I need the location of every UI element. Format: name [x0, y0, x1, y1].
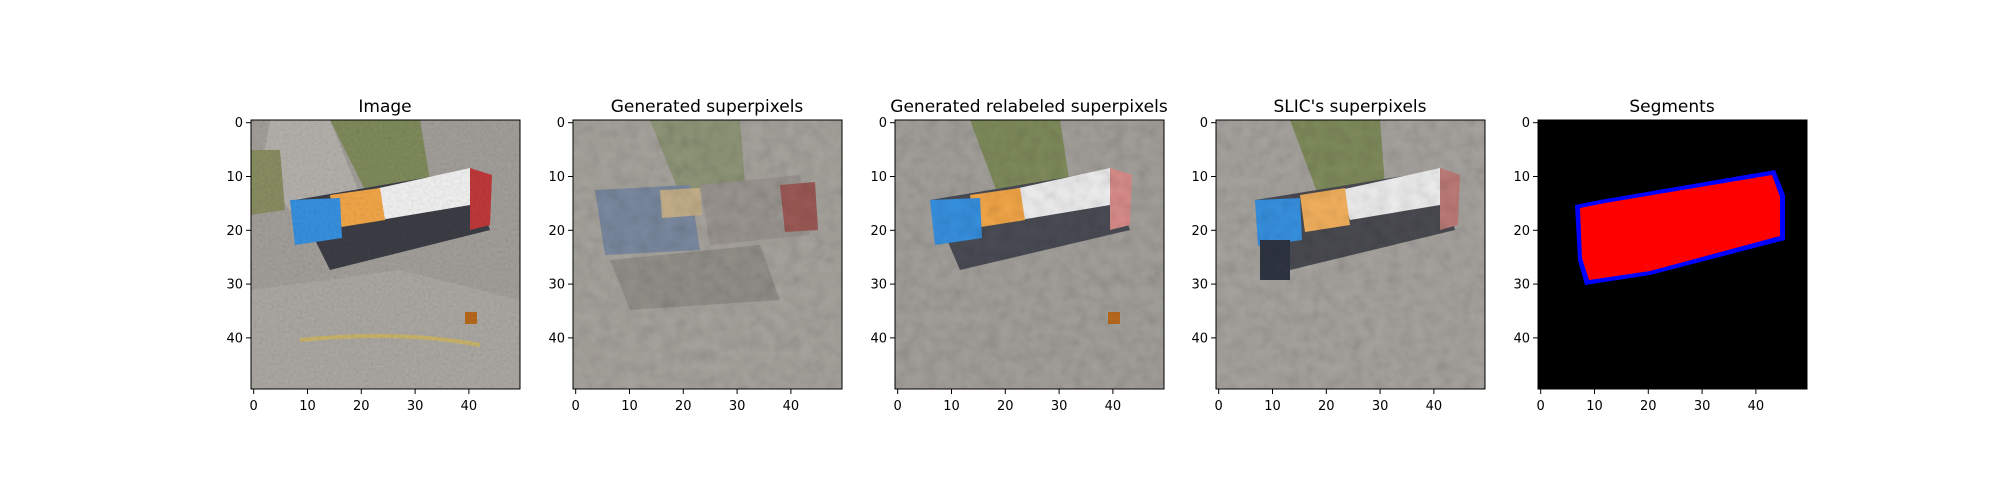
x-tick-label: 30	[1372, 399, 1389, 414]
axes-frame	[894, 119, 1165, 390]
x-tick-label: 30	[729, 399, 746, 414]
axes-frame	[250, 119, 521, 390]
axes-frame	[1215, 119, 1486, 390]
y-tick-label: 20	[226, 224, 243, 239]
truck-white-top	[370, 168, 470, 220]
panel-title: Image	[358, 97, 411, 117]
panel-title: Generated relabeled superpixels	[890, 97, 1168, 117]
panel-segments: Segments	[1538, 97, 1807, 389]
y-tick-label: 0	[879, 116, 887, 131]
x-tick-label: 0	[1215, 399, 1223, 414]
x-tick-label: 10	[1264, 399, 1281, 414]
grass-left-region	[251, 150, 285, 215]
x-tick-label: 10	[621, 399, 638, 414]
y-tick-label: 0	[1522, 116, 1530, 131]
x-tick-label: 20	[675, 399, 692, 414]
y-tick-label: 30	[1191, 278, 1208, 293]
y-tick-label: 20	[870, 224, 887, 239]
panel-slic: SLIC's superpixels	[1216, 97, 1485, 389]
y-tick-label: 30	[1513, 278, 1530, 293]
y-tick-label: 20	[548, 224, 565, 239]
y-tick-label: 40	[1513, 331, 1530, 346]
x-tick-label: 0	[250, 399, 258, 414]
x-tick-label: 0	[572, 399, 580, 414]
panel-title: Generated superpixels	[611, 97, 804, 117]
x-tick-label: 40	[1748, 399, 1765, 414]
y-tick-label: 0	[1200, 116, 1208, 131]
grass-region	[330, 120, 430, 200]
x-tick-label: 10	[1586, 399, 1603, 414]
x-tick-label: 30	[407, 399, 424, 414]
y-tick-label: 40	[226, 331, 243, 346]
y-tick-label: 30	[548, 278, 565, 293]
segment-mask	[1580, 175, 1780, 280]
truck-red	[470, 168, 492, 230]
x-tick-label: 30	[1694, 399, 1711, 414]
lower-asphalt-region	[251, 270, 520, 389]
y-tick-label: 30	[870, 278, 887, 293]
truck-blue	[290, 198, 342, 245]
x-tick-label: 40	[461, 399, 478, 414]
axes-panel-generated: 0 0 10 10 20 20 30 30 40 40	[548, 116, 843, 414]
x-tick-label: 30	[1051, 399, 1068, 414]
axes-panel-image: 0 0 10 10 20 20 30 30 40 40	[226, 116, 521, 414]
y-tick-label: 10	[1513, 170, 1530, 185]
truck-orange	[330, 188, 385, 228]
y-tick-label: 30	[226, 278, 243, 293]
x-tick-label: 0	[1537, 399, 1545, 414]
x-tick-label: 40	[1105, 399, 1122, 414]
generated-content	[573, 120, 842, 389]
axes-panel-relabeled: 0 0 10 10 20 20 30 30 40 40	[870, 116, 1165, 414]
y-tick-label: 40	[1191, 331, 1208, 346]
y-tick-label: 0	[557, 116, 565, 131]
y-tick-label: 20	[1513, 224, 1530, 239]
y-tick-label: 10	[1191, 170, 1208, 185]
sidewalk-region	[260, 120, 360, 210]
slic-content	[1216, 120, 1485, 389]
image-content	[251, 120, 520, 389]
relabeled-content	[895, 120, 1164, 389]
axes-panel-segments: 0 0 10 10 20 20 30 30 40 40	[1513, 116, 1808, 414]
x-tick-label: 0	[894, 399, 902, 414]
y-tick-label: 20	[1191, 224, 1208, 239]
y-tick-label: 40	[870, 331, 887, 346]
x-tick-label: 40	[783, 399, 800, 414]
x-tick-label: 20	[353, 399, 370, 414]
panel-title: Segments	[1629, 97, 1715, 117]
x-tick-label: 40	[1426, 399, 1443, 414]
axes-layer: 0 0 10 10 20 20 30 30 40 40 0 0 10 10 20 20 30 30 40 40 0 0 10…	[226, 116, 1808, 414]
y-tick-label: 10	[870, 170, 887, 185]
panel-image: Image	[251, 97, 520, 389]
y-tick-label: 40	[548, 331, 565, 346]
axes-panel-slic: 0 0 10 10 20 20 30 30 40 40	[1191, 116, 1486, 414]
road-marking	[299, 334, 481, 347]
small-object	[465, 312, 477, 324]
y-tick-label: 10	[548, 170, 565, 185]
x-tick-label: 20	[997, 399, 1014, 414]
panel-relabeled: Generated relabeled superpixels	[890, 97, 1168, 389]
x-tick-label: 10	[943, 399, 960, 414]
axes-frame	[572, 119, 843, 390]
x-tick-label: 10	[299, 399, 316, 414]
y-tick-label: 10	[226, 170, 243, 185]
y-tick-label: 0	[235, 116, 243, 131]
panel-title: SLIC's superpixels	[1273, 97, 1426, 117]
panel-generated: Generated superpixels	[573, 97, 842, 389]
x-tick-label: 20	[1640, 399, 1657, 414]
x-tick-label: 20	[1318, 399, 1335, 414]
axes-frame	[1537, 119, 1808, 390]
